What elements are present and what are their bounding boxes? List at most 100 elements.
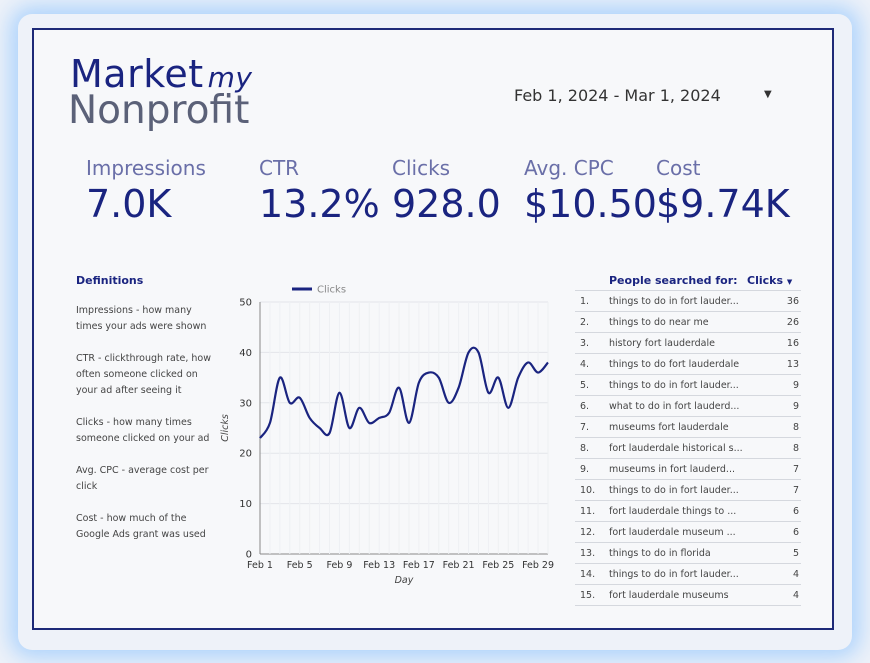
row-clicks: 9: [792, 379, 799, 391]
row-clicks: 6: [792, 505, 799, 517]
kpi-value: $9.74K: [656, 182, 790, 226]
x-tick-label: Feb 1: [247, 560, 273, 571]
row-query: fort lauderdale museums: [609, 589, 729, 601]
x-tick-label: Feb 25: [482, 560, 514, 571]
table-row[interactable]: 3. history fort lauderdale 16: [575, 333, 801, 354]
table-row[interactable]: 11. fort lauderdale things to ... 6: [575, 501, 801, 522]
clicks-series-line: [259, 346, 549, 439]
row-number: 11.: [580, 505, 596, 517]
row-clicks: 5: [792, 547, 799, 559]
row-query: fort lauderdale museum ...: [609, 526, 736, 538]
kpi-label: Cost: [656, 156, 701, 180]
table-header: People searched for: Clicks ▼: [575, 270, 801, 290]
kpi-label: CTR: [259, 156, 300, 180]
dashboard-card: Market my Nonprofit Feb 1, 2024 - Mar 1, …: [32, 28, 834, 630]
kpi-label: Impressions: [86, 156, 206, 180]
kpi-avg-cpc: Avg. CPC $10.50: [524, 156, 657, 226]
table-row[interactable]: 13. things to do in florida 5: [575, 543, 801, 564]
table-row[interactable]: 15. fort lauderdale museums 4: [575, 585, 801, 606]
kpi-clicks: Clicks 928.0: [392, 156, 501, 226]
row-query: things to do near me: [609, 316, 709, 328]
definition-item: CTR - clickthrough rate, how often someo…: [76, 353, 212, 396]
row-number: 14.: [580, 568, 596, 580]
row-number: 1.: [580, 295, 590, 307]
chevron-down-icon[interactable]: ▼: [764, 89, 772, 100]
y-tick-label: 0: [246, 550, 252, 561]
logo-my: my: [207, 61, 253, 94]
row-query: things to do in fort lauder...: [609, 379, 739, 391]
row-query: things to do in florida: [609, 547, 711, 559]
table-row[interactable]: 9. museums in fort lauderd... 7: [575, 459, 801, 480]
table-row[interactable]: 6. what to do in fort lauderd... 9: [575, 396, 801, 417]
table-row[interactable]: 2. things to do near me 26: [575, 312, 801, 333]
legend-label: Clicks: [317, 285, 346, 296]
row-clicks: 4: [792, 589, 799, 601]
row-number: 5.: [580, 379, 590, 391]
row-number: 2.: [580, 316, 590, 328]
row-clicks: 16: [786, 337, 799, 349]
table-row[interactable]: 4. things to do fort lauderdale 13: [575, 354, 801, 375]
kpi-label: Clicks: [392, 156, 451, 180]
clicks-column-label: Clicks: [747, 273, 783, 287]
y-tick-label: 30: [239, 398, 252, 409]
date-range-picker[interactable]: Feb 1, 2024 - Mar 1, 2024: [514, 86, 721, 105]
x-tick-label: Feb 29: [522, 560, 554, 571]
table-row[interactable]: 5. things to do in fort lauder... 9: [575, 375, 801, 396]
row-number: 9.: [580, 463, 590, 475]
table-title: People searched for:: [609, 273, 738, 287]
y-tick-label: 40: [239, 348, 252, 359]
definition-item: Cost - how much of the Google Ads grant …: [76, 513, 206, 540]
row-query: museums fort lauderdale: [609, 421, 729, 433]
row-clicks: 6: [792, 526, 799, 538]
row-query: fort lauderdale things to ...: [609, 505, 737, 517]
row-query: what to do in fort lauderd...: [609, 400, 740, 412]
x-tick-label: Feb 13: [363, 560, 395, 571]
x-tick-label: Feb 21: [443, 560, 475, 571]
table-row[interactable]: 12. fort lauderdale museum ... 6: [575, 522, 801, 543]
search-terms-table: People searched for: Clicks ▼ 1. things t…: [575, 270, 801, 606]
clicks-column-header[interactable]: Clicks ▼: [747, 274, 801, 287]
kpi-impressions: Impressions 7.0K: [86, 156, 206, 226]
y-axis-label: Clicks: [220, 414, 231, 442]
row-query: things to do in fort lauder...: [609, 568, 739, 580]
kpi-value: 13.2%: [259, 182, 380, 226]
row-number: 15.: [580, 589, 596, 601]
y-tick-label: 50: [239, 298, 252, 309]
sort-caret-icon: ▼: [786, 277, 793, 286]
x-tick-label: Feb 17: [403, 560, 435, 571]
table-row[interactable]: 8. fort lauderdale historical s... 8: [575, 438, 801, 459]
row-query: history fort lauderdale: [609, 337, 715, 349]
row-clicks: 4: [792, 568, 799, 580]
row-clicks: 7: [792, 463, 799, 475]
row-number: 12.: [580, 526, 596, 538]
row-query: museums in fort lauderd...: [609, 463, 735, 475]
table-row[interactable]: 10. things to do in fort lauder... 7: [575, 480, 801, 501]
row-clicks: 36: [786, 295, 799, 307]
definition-item: Impressions - how many times your ads we…: [76, 305, 207, 332]
row-clicks: 7: [792, 484, 799, 496]
row-number: 7.: [580, 421, 590, 433]
kpi-value: 7.0K: [86, 182, 172, 226]
table-row[interactable]: 7. museums fort lauderdale 8: [575, 417, 801, 438]
row-query: things to do fort lauderdale: [609, 358, 740, 370]
row-number: 6.: [580, 400, 590, 412]
definition-item: Avg. CPC - average cost per click: [76, 465, 209, 492]
table-row[interactable]: 1. things to do in fort lauder... 36: [575, 291, 801, 312]
row-clicks: 13: [786, 358, 799, 370]
row-number: 13.: [580, 547, 596, 559]
kpi-value: 928.0: [392, 182, 501, 226]
definitions-title: Definitions: [76, 274, 144, 287]
kpi-value: $10.50: [524, 182, 657, 226]
kpi-cost: Cost $9.74K: [656, 156, 790, 226]
y-tick-label: 10: [239, 499, 252, 510]
row-clicks: 9: [792, 400, 799, 412]
row-number: 10.: [580, 484, 596, 496]
row-query: things to do in fort lauder...: [609, 295, 739, 307]
table-body: 1. things to do in fort lauder... 36 2. thin…: [575, 290, 801, 606]
table-row[interactable]: 14. things to do in fort lauder... 4: [575, 564, 801, 585]
y-tick-label: 20: [239, 449, 252, 460]
kpi-ctr: CTR 13.2%: [259, 156, 380, 226]
row-number: 8.: [580, 442, 590, 454]
row-number: 4.: [580, 358, 590, 370]
x-tick-label: Feb 9: [327, 560, 353, 571]
